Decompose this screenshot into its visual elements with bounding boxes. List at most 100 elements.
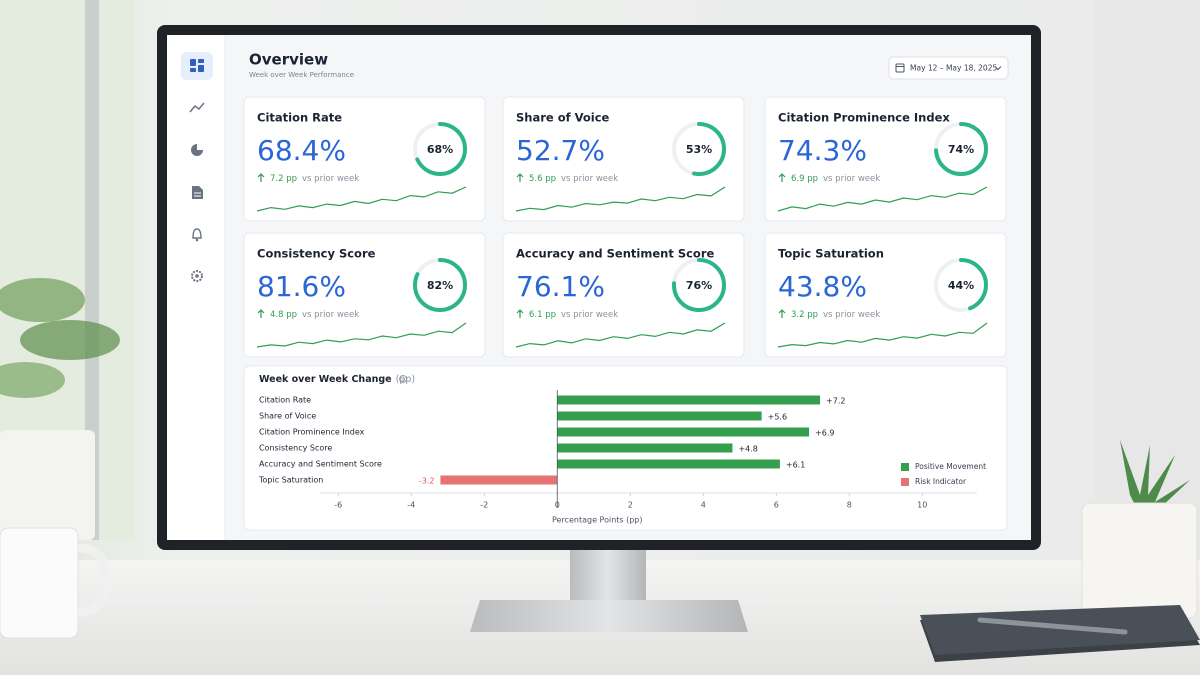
category-label: Topic Saturation	[258, 476, 323, 485]
value-label: +6.9	[815, 429, 834, 438]
gauge-arc	[934, 258, 988, 312]
gauge-label: 74%	[948, 143, 974, 156]
sparkline	[256, 322, 467, 348]
legend-swatch	[901, 463, 909, 471]
plant-left	[0, 278, 120, 540]
gauge-arc	[672, 258, 726, 312]
kpi-delta: 6.1 pp vs prior week	[529, 310, 618, 320]
bar	[557, 411, 762, 421]
nav-settings[interactable]	[191, 270, 203, 282]
x-tick-label: 4	[701, 501, 706, 510]
value-label: +6.1	[786, 461, 805, 470]
category-label: Citation Rate	[259, 396, 311, 405]
kpi-title: Citation Rate	[257, 111, 342, 125]
kpi-delta: 4.8 pp vs prior week	[270, 310, 359, 320]
gauge-arc	[413, 258, 467, 312]
nav-dashboard[interactable]	[181, 52, 213, 80]
delta-note: vs prior week	[561, 174, 618, 184]
kpi-value: 74.3%	[778, 134, 867, 167]
delta-note: vs prior week	[302, 310, 359, 320]
gauge-label: 76%	[686, 279, 712, 292]
kpi-card: Accuracy and Sentiment Score 76.1% 6.1 pp v…	[502, 232, 745, 358]
delta-value: 6.9 pp	[791, 174, 818, 184]
x-tick-label: -6	[334, 501, 342, 510]
gauge-label: 53%	[686, 143, 712, 156]
sparkline	[256, 186, 467, 212]
bar	[557, 395, 821, 405]
legend-label: Positive Movement	[915, 462, 986, 471]
kpi-value: 81.6%	[257, 270, 346, 303]
x-axis-label: Percentage Points (pp)	[552, 516, 643, 525]
sparkline	[515, 186, 726, 212]
kpi-value: 43.8%	[778, 270, 867, 303]
delta-arrow	[257, 173, 265, 182]
sparkline	[777, 322, 988, 348]
chart-title-unit: (pp)	[396, 374, 415, 385]
delta-value: 6.1 pp	[529, 310, 556, 320]
legend-swatch	[901, 478, 909, 486]
kpi-delta: 3.2 pp vs prior week	[791, 310, 880, 320]
delta-arrow	[516, 309, 524, 318]
delta-note: vs prior week	[302, 174, 359, 184]
nav-documents[interactable]	[192, 186, 203, 199]
category-label: Consistency Score	[259, 444, 332, 453]
delta-note: vs prior week	[823, 174, 880, 184]
x-tick-label: 10	[917, 501, 927, 510]
kpi-value: 68.4%	[257, 134, 346, 167]
bar	[557, 443, 733, 453]
page-title: Overview	[249, 51, 328, 69]
nav-reports[interactable]	[191, 144, 203, 156]
sidebar-bg	[167, 35, 225, 540]
kpi-cards: Citation Rate 68.4% 7.2 pp vs prior week 68%…	[243, 96, 1007, 358]
chart-title-main: Week over Week Change	[259, 374, 392, 385]
chevron	[994, 66, 1002, 71]
x-tick-label: -2	[480, 501, 488, 510]
delta-value: 3.2 pp	[791, 310, 818, 320]
kpi-value: 52.7%	[516, 134, 605, 167]
gauge-arc	[413, 122, 467, 176]
delta-arrow	[778, 173, 786, 182]
sparkline	[515, 322, 726, 348]
kpi-delta: 6.9 pp vs prior week	[791, 174, 880, 184]
gauge-arc	[672, 122, 726, 176]
x-tick-label: 8	[847, 501, 852, 510]
delta-arrow	[778, 309, 786, 318]
gauge-label: 68%	[427, 143, 453, 156]
kpi-title: Citation Prominence Index	[778, 111, 950, 125]
category-label: Citation Prominence Index	[259, 428, 365, 437]
gauge-arc	[934, 122, 988, 176]
kpi-title: Consistency Score	[257, 247, 376, 261]
nav-dashboard-icon	[190, 59, 204, 72]
kpi-card: Citation Prominence Index 74.3% 6.9 pp vs p…	[764, 96, 1007, 222]
delta-arrow	[257, 309, 265, 318]
nav-trends[interactable]	[189, 102, 205, 113]
x-tick-label: -4	[407, 501, 415, 510]
date-picker[interactable]	[888, 56, 1009, 80]
change-chart: Week over Week Change(pp)-6-4-20246810Pe…	[243, 365, 1008, 531]
sparkline	[777, 186, 988, 212]
monitor-base	[470, 600, 748, 632]
legend-label: Risk Indicator	[915, 477, 967, 486]
kpi-delta: 5.6 pp vs prior week	[529, 174, 618, 184]
value-label: +5.6	[768, 413, 787, 422]
x-tick-label: 2	[628, 501, 633, 510]
gauge-label: 44%	[948, 279, 974, 292]
window-frame	[85, 0, 99, 540]
delta-value: 4.8 pp	[270, 310, 297, 320]
notebook	[920, 605, 1200, 662]
value-label: +4.8	[738, 445, 757, 454]
category-label: Share of Voice	[259, 412, 316, 421]
bar	[440, 475, 558, 485]
monitor-neck	[570, 548, 646, 603]
gauge-label: 82%	[427, 279, 453, 292]
kpi-title: Share of Voice	[516, 111, 610, 125]
kpi-title: Topic Saturation	[778, 247, 884, 261]
nav-alerts[interactable]	[192, 228, 202, 242]
chart-title: Week over Week Change (pp)	[259, 374, 415, 385]
bar	[557, 459, 780, 469]
value-label: +7.2	[826, 397, 845, 406]
kpi-card: Topic Saturation 43.8% 3.2 pp vs prior week…	[764, 232, 1007, 358]
delta-note: vs prior week	[561, 310, 618, 320]
